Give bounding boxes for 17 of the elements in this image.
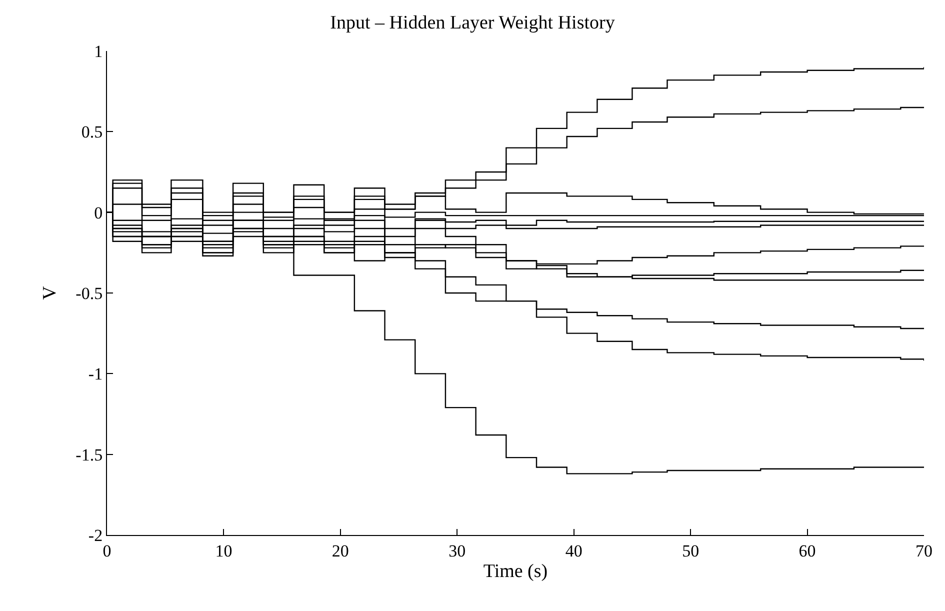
y-tick-label: -0.5 (76, 284, 103, 303)
y-tick-label: 0.5 (81, 122, 103, 142)
x-tick-label: 40 (565, 541, 582, 560)
y-tick-label: 1 (94, 42, 103, 61)
y-tick-label: -1 (88, 364, 103, 384)
y-tick-label: 0 (94, 203, 103, 222)
x-tick-label: 70 (916, 541, 932, 560)
x-tick-label: 50 (682, 541, 700, 560)
y-axis-title: V (40, 286, 61, 300)
x-tick-label: 30 (448, 541, 466, 560)
chart-title: Input – Hidden Layer Weight History (330, 12, 616, 34)
x-tick-label: 10 (215, 541, 232, 560)
x-tick-label: 60 (798, 541, 816, 560)
y-tick-label: -1.5 (76, 445, 103, 464)
y-tick-label: -2 (88, 526, 103, 545)
x-axis-title: Time (s) (483, 561, 548, 582)
x-tick-label: 20 (332, 541, 349, 560)
